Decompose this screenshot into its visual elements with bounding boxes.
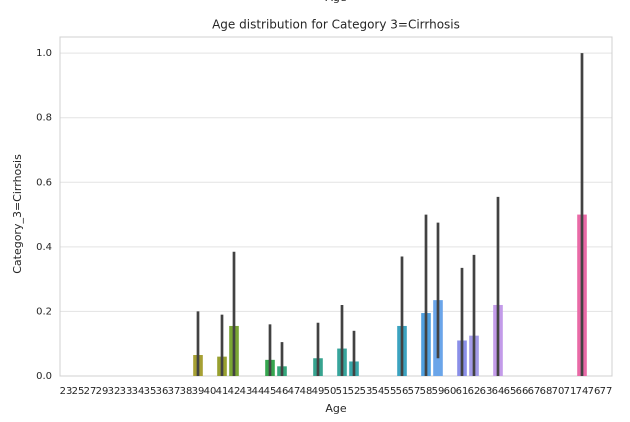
overhead-text: Age	[325, 0, 347, 4]
y-tick-label: 0.8	[36, 113, 52, 124]
x-tick-label: 51	[336, 386, 349, 397]
x-tick-label: 63	[480, 386, 493, 397]
x-tick-label: 61	[456, 386, 469, 397]
x-tick-label: 39	[192, 386, 205, 397]
x-tick-label: 46	[276, 386, 289, 397]
x-tick-label: 57	[408, 386, 421, 397]
x-tick-label: 45	[264, 386, 277, 397]
x-tick-label: 34	[132, 386, 145, 397]
y-tick-label: 1.0	[36, 48, 52, 59]
x-tick-label: 55	[384, 386, 397, 397]
x-tick-label: 64	[492, 386, 505, 397]
x-tick-label: 54	[372, 386, 385, 397]
x-tick-label: 32	[108, 386, 121, 397]
x-tick-label: 66	[516, 386, 529, 397]
chart-title: Age distribution for Category 3=Cirrhosi…	[212, 18, 460, 32]
x-tick-label: 65	[504, 386, 517, 397]
y-tick-label: 0.4	[36, 242, 52, 253]
x-tick-label: 50	[324, 386, 337, 397]
x-tick-label: 44	[252, 386, 265, 397]
y-axis-label: Category_3=Cirrhosis	[11, 154, 24, 274]
x-tick-label: 53	[360, 386, 373, 397]
x-tick-label: 62	[468, 386, 481, 397]
y-tick-label: 0.0	[36, 371, 52, 382]
x-tick-label: 48	[300, 386, 313, 397]
x-tick-label: 41	[216, 386, 229, 397]
x-tick-label: 35	[144, 386, 157, 397]
x-tick-label: 68	[540, 386, 553, 397]
x-tick-label: 25	[72, 386, 85, 397]
x-tick-label: 56	[396, 386, 409, 397]
y-tick-label: 0.6	[36, 177, 52, 188]
x-tick-label: 77	[600, 386, 613, 397]
x-tick-label: 52	[348, 386, 361, 397]
x-tick-label: 59	[432, 386, 445, 397]
x-tick-label: 33	[120, 386, 133, 397]
x-tick-label: 71	[564, 386, 577, 397]
x-axis-label: Age	[325, 402, 347, 415]
x-tick-label: 49	[312, 386, 325, 397]
plot-frame	[59, 36, 613, 377]
x-tick-label: 29	[96, 386, 109, 397]
x-tick-label: 67	[528, 386, 541, 397]
x-tick-label: 36	[156, 386, 169, 397]
x-tick-label: 38	[180, 386, 193, 397]
x-tick-label: 37	[168, 386, 181, 397]
x-tick-label: 27	[84, 386, 97, 397]
x-tick-label: 47	[288, 386, 301, 397]
x-tick-label: 42	[228, 386, 241, 397]
x-tick-label: 60	[444, 386, 457, 397]
x-tick-label: 70	[552, 386, 565, 397]
y-tick-label: 0.2	[36, 306, 52, 317]
x-tick-label: 40	[204, 386, 217, 397]
x-tick-label: 74	[576, 386, 589, 397]
x-tick-label: 76	[588, 386, 601, 397]
x-tick-label: 43	[240, 386, 253, 397]
x-tick-label: 58	[420, 386, 433, 397]
x-tick-label: 23	[60, 386, 73, 397]
